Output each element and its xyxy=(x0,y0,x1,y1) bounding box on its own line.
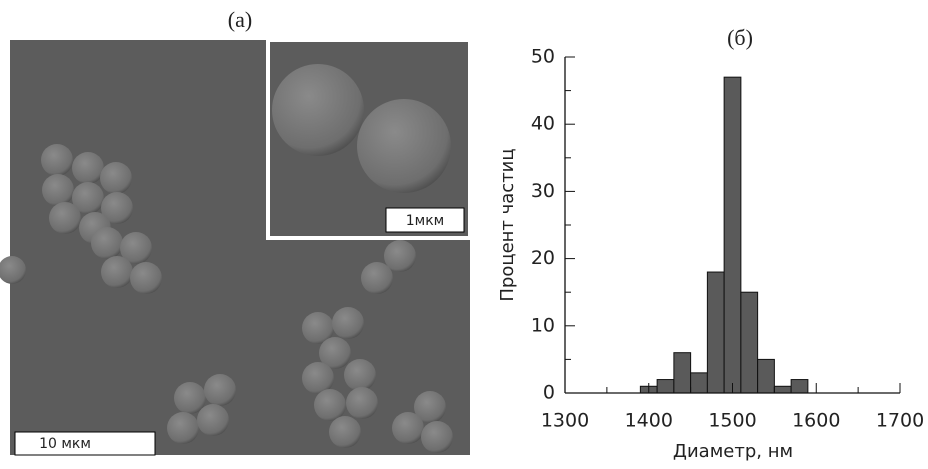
bar xyxy=(657,380,674,393)
inset-particle xyxy=(272,64,364,156)
y-tick-label: 40 xyxy=(531,113,555,135)
bar xyxy=(741,292,758,393)
x-tick-label: 1700 xyxy=(876,410,924,432)
y-tick-label: 0 xyxy=(543,382,555,404)
x-tick-label: 1500 xyxy=(708,410,756,432)
chart-title: (б) xyxy=(727,25,753,50)
y-tick-label: 10 xyxy=(531,314,555,336)
bar xyxy=(691,373,708,393)
y-tick-label: 20 xyxy=(531,247,555,269)
bar xyxy=(674,353,691,393)
y-tick-label: 30 xyxy=(531,180,555,202)
x-tick-label: 1400 xyxy=(625,410,673,432)
x-axis-label: Диаметр, нм xyxy=(673,441,793,462)
bar xyxy=(724,77,741,393)
x-tick-label: 1600 xyxy=(792,410,840,432)
panel-a-label: (a) xyxy=(228,7,252,32)
y-axis-label: Процент частиц xyxy=(497,148,518,301)
bar xyxy=(774,386,791,393)
figure: (a) 1мкм 10 мкм (б) Процент частиц Диаме… xyxy=(0,0,928,465)
y-tick-label: 50 xyxy=(531,46,555,68)
bar xyxy=(791,380,808,393)
bar xyxy=(758,359,775,393)
scale-bar-label: 10 мкм xyxy=(39,436,91,452)
inset-particle xyxy=(357,99,451,193)
inset-scale-bar-label: 1мкм xyxy=(406,213,445,229)
x-tick-label: 1300 xyxy=(541,410,589,432)
bar xyxy=(707,272,724,393)
